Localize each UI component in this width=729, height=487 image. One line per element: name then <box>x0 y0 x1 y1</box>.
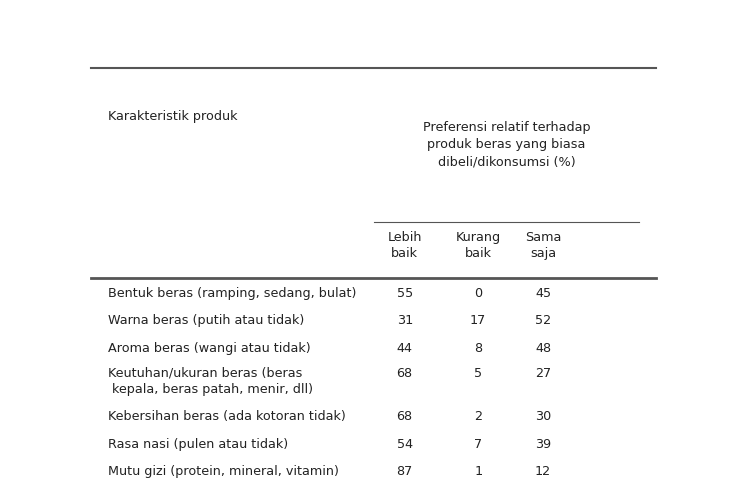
Text: 44: 44 <box>397 341 413 355</box>
Text: Kurang
baik: Kurang baik <box>456 231 501 261</box>
Text: 8: 8 <box>474 341 482 355</box>
Text: Rasa nasi (pulen atau tidak): Rasa nasi (pulen atau tidak) <box>108 438 288 450</box>
Text: Warna beras (putih atau tidak): Warna beras (putih atau tidak) <box>108 314 304 327</box>
Text: 7: 7 <box>474 438 482 450</box>
Text: 1: 1 <box>474 465 482 478</box>
Text: 48: 48 <box>535 341 551 355</box>
Text: 54: 54 <box>397 438 413 450</box>
Text: 87: 87 <box>397 465 413 478</box>
Text: Keutuhan/ukuran beras (beras: Keutuhan/ukuran beras (beras <box>108 367 303 380</box>
Text: 55: 55 <box>397 287 413 300</box>
Text: 2: 2 <box>474 410 482 423</box>
Text: 0: 0 <box>474 287 482 300</box>
Text: Karakteristik produk: Karakteristik produk <box>108 110 238 123</box>
Text: 68: 68 <box>397 410 413 423</box>
Text: Lebih
baik: Lebih baik <box>387 231 422 261</box>
Text: 31: 31 <box>397 314 413 327</box>
Text: 68: 68 <box>397 367 413 380</box>
Text: Kebersihan beras (ada kotoran tidak): Kebersihan beras (ada kotoran tidak) <box>108 410 346 423</box>
Text: 39: 39 <box>535 438 551 450</box>
Text: Aroma beras (wangi atau tidak): Aroma beras (wangi atau tidak) <box>108 341 311 355</box>
Text: 12: 12 <box>535 465 551 478</box>
Text: kepala, beras patah, menir, dll): kepala, beras patah, menir, dll) <box>108 383 313 396</box>
Text: 17: 17 <box>470 314 486 327</box>
Text: 52: 52 <box>535 314 551 327</box>
Text: 30: 30 <box>535 410 551 423</box>
Text: 27: 27 <box>535 367 551 380</box>
Text: Mutu gizi (protein, mineral, vitamin): Mutu gizi (protein, mineral, vitamin) <box>108 465 339 478</box>
Text: 5: 5 <box>474 367 482 380</box>
Text: Bentuk beras (ramping, sedang, bulat): Bentuk beras (ramping, sedang, bulat) <box>108 287 356 300</box>
Text: Sama
saja: Sama saja <box>525 231 561 261</box>
Text: Preferensi relatif terhadap
produk beras yang biasa
dibeli/dikonsumsi (%): Preferensi relatif terhadap produk beras… <box>423 121 590 168</box>
Text: 45: 45 <box>535 287 551 300</box>
